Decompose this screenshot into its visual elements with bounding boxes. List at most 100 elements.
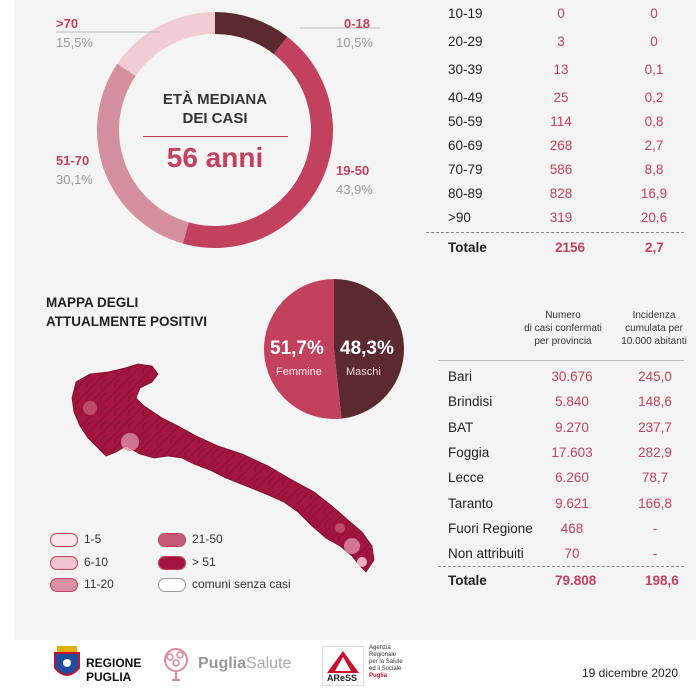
legend-label: > 51 [192, 555, 216, 569]
age-range: 70-79 [448, 162, 483, 177]
aress-logo: AReSS [322, 646, 364, 686]
donut-label-over70: >70 [56, 16, 79, 31]
aress-desc-1: Agenzia [369, 645, 391, 651]
province-row: Brindisi 5.840 148,6 [426, 394, 686, 420]
age-rate: 2,7 [644, 138, 664, 153]
donut-pct-0-18: 10,5% [336, 35, 373, 50]
legend-swatch [158, 556, 186, 570]
province-name: Brindisi [448, 394, 493, 410]
age-table-divider [426, 232, 684, 233]
province-cases: 6.260 [555, 470, 589, 486]
province-total-row: Totale 79.808 198,6 [426, 573, 686, 599]
report-date: 19 dicembre 2020 [582, 666, 679, 680]
province-cases: 30.676 [551, 369, 593, 384]
province-header-line [438, 360, 684, 361]
age-rate: 20,6 [640, 210, 668, 225]
province-total-rate: 198,6 [645, 573, 679, 588]
age-range: 30-39 [448, 62, 483, 77]
province-cases: 468 [560, 520, 584, 536]
donut-heading-line2: DEI CASI [182, 110, 248, 127]
legend-swatch [50, 556, 78, 570]
province-header-cases: Numero di casi confermati per provincia [518, 309, 608, 348]
donut-heading: ETÀ MEDIANA DEI CASI [150, 90, 280, 128]
province-header-rate-2: cumulata per [625, 323, 683, 334]
donut-divider [143, 136, 288, 137]
province-name: Bari [448, 369, 473, 384]
puglia-salute-text: PugliaSalute [198, 655, 291, 673]
province-name: Taranto [448, 495, 494, 511]
puglia-salute-logo [158, 646, 194, 687]
aress-desc-3: per la Salute [369, 659, 403, 665]
province-rate: 166,8 [638, 495, 672, 511]
aress-mark-icon [327, 651, 359, 673]
province-name: Non attribuiti [448, 546, 524, 562]
legend-label: 11-20 [84, 577, 114, 591]
age-row: 20-29 3 0 [426, 34, 686, 60]
age-rate: 0 [650, 34, 658, 49]
province-cases: 70 [564, 546, 580, 562]
age-range: 40-49 [448, 90, 483, 105]
regione-puglia-text: REGIONE PUGLIA [86, 656, 141, 684]
age-row: 40-49 25 0,2 [426, 90, 686, 116]
province-row: Taranto 9.621 166,8 [426, 496, 686, 522]
regione-line1: REGIONE [86, 656, 142, 670]
age-donut-chart [56, 12, 380, 249]
age-range: 10-19 [448, 6, 483, 21]
province-name: Fuori Regione [448, 520, 533, 536]
age-total-cases: 2156 [555, 240, 586, 255]
regione-line2: PUGLIA [86, 670, 132, 684]
province-cases: 5.840 [555, 394, 589, 410]
age-cases: 268 [549, 138, 573, 153]
age-rate: 0,1 [644, 62, 664, 77]
age-cases: 114 [550, 114, 572, 129]
province-name: Lecce [448, 470, 485, 486]
map-title-line2: ATTUALMENTE POSITIVI [46, 314, 207, 329]
province-name: BAT [448, 419, 474, 435]
age-cases: 828 [549, 186, 573, 201]
donut-label-0-18: 0-18 [344, 16, 371, 31]
age-range: 20-29 [448, 34, 483, 49]
province-header-rate: Incidenza cumulata per 10.000 abitanti [612, 309, 696, 348]
age-cases: 13 [553, 62, 569, 77]
pie-slice-female [263, 279, 342, 419]
age-row: >90 319 20,6 [426, 210, 686, 236]
legend-swatch [50, 533, 78, 547]
province-total-cases: 79.808 [555, 573, 597, 588]
donut-label-19-50: 19-50 [336, 163, 370, 178]
age-rate: 8,8 [644, 162, 664, 177]
province-row: Lecce 6.260 78,7 [426, 470, 686, 496]
map-light-patch [344, 538, 360, 554]
legend-label: 6-10 [84, 555, 109, 569]
age-row: 80-89 828 16,9 [426, 186, 686, 212]
male-label: Maschi [346, 366, 381, 378]
province-row: Fuori Regione 468 - [426, 521, 686, 547]
province-rate: 282,9 [638, 444, 672, 460]
province-cases: 17.603 [551, 444, 593, 460]
map-light-patch [121, 433, 139, 451]
province-total-label: Totale [448, 573, 487, 588]
age-rate: 0 [650, 6, 658, 21]
map-title: MAPPA DEGLI ATTUALMENTE POSITIVI [46, 293, 207, 331]
province-rate: - [652, 520, 658, 536]
legend-swatch [50, 578, 78, 592]
age-range: >90 [448, 210, 471, 225]
age-range: 50-59 [448, 114, 483, 129]
male-pct: 48,3% [340, 338, 394, 359]
age-cases: 25 [553, 90, 569, 105]
province-row: Bari 30.676 245,0 [426, 369, 686, 395]
puglia-salute-2: Salute [246, 655, 292, 672]
map-title-line1: MAPPA DEGLI [46, 295, 139, 310]
province-row: BAT 9.270 237,7 [426, 420, 686, 446]
female-pct: 51,7% [270, 338, 324, 359]
age-cases: 3 [557, 34, 565, 49]
aress-text: AReSS [327, 673, 358, 683]
age-cases: 0 [557, 6, 565, 21]
aress-description: Agenzia Regionale per la Salute ed il So… [369, 645, 403, 680]
age-range: 60-69 [448, 138, 483, 153]
province-name: Foggia [448, 444, 490, 460]
map-light-patch [357, 557, 367, 567]
age-rate: 16,9 [640, 186, 668, 201]
province-rate: 245,0 [638, 369, 672, 384]
donut-slice-70 [117, 12, 215, 77]
age-rate: 0,2 [644, 90, 664, 105]
